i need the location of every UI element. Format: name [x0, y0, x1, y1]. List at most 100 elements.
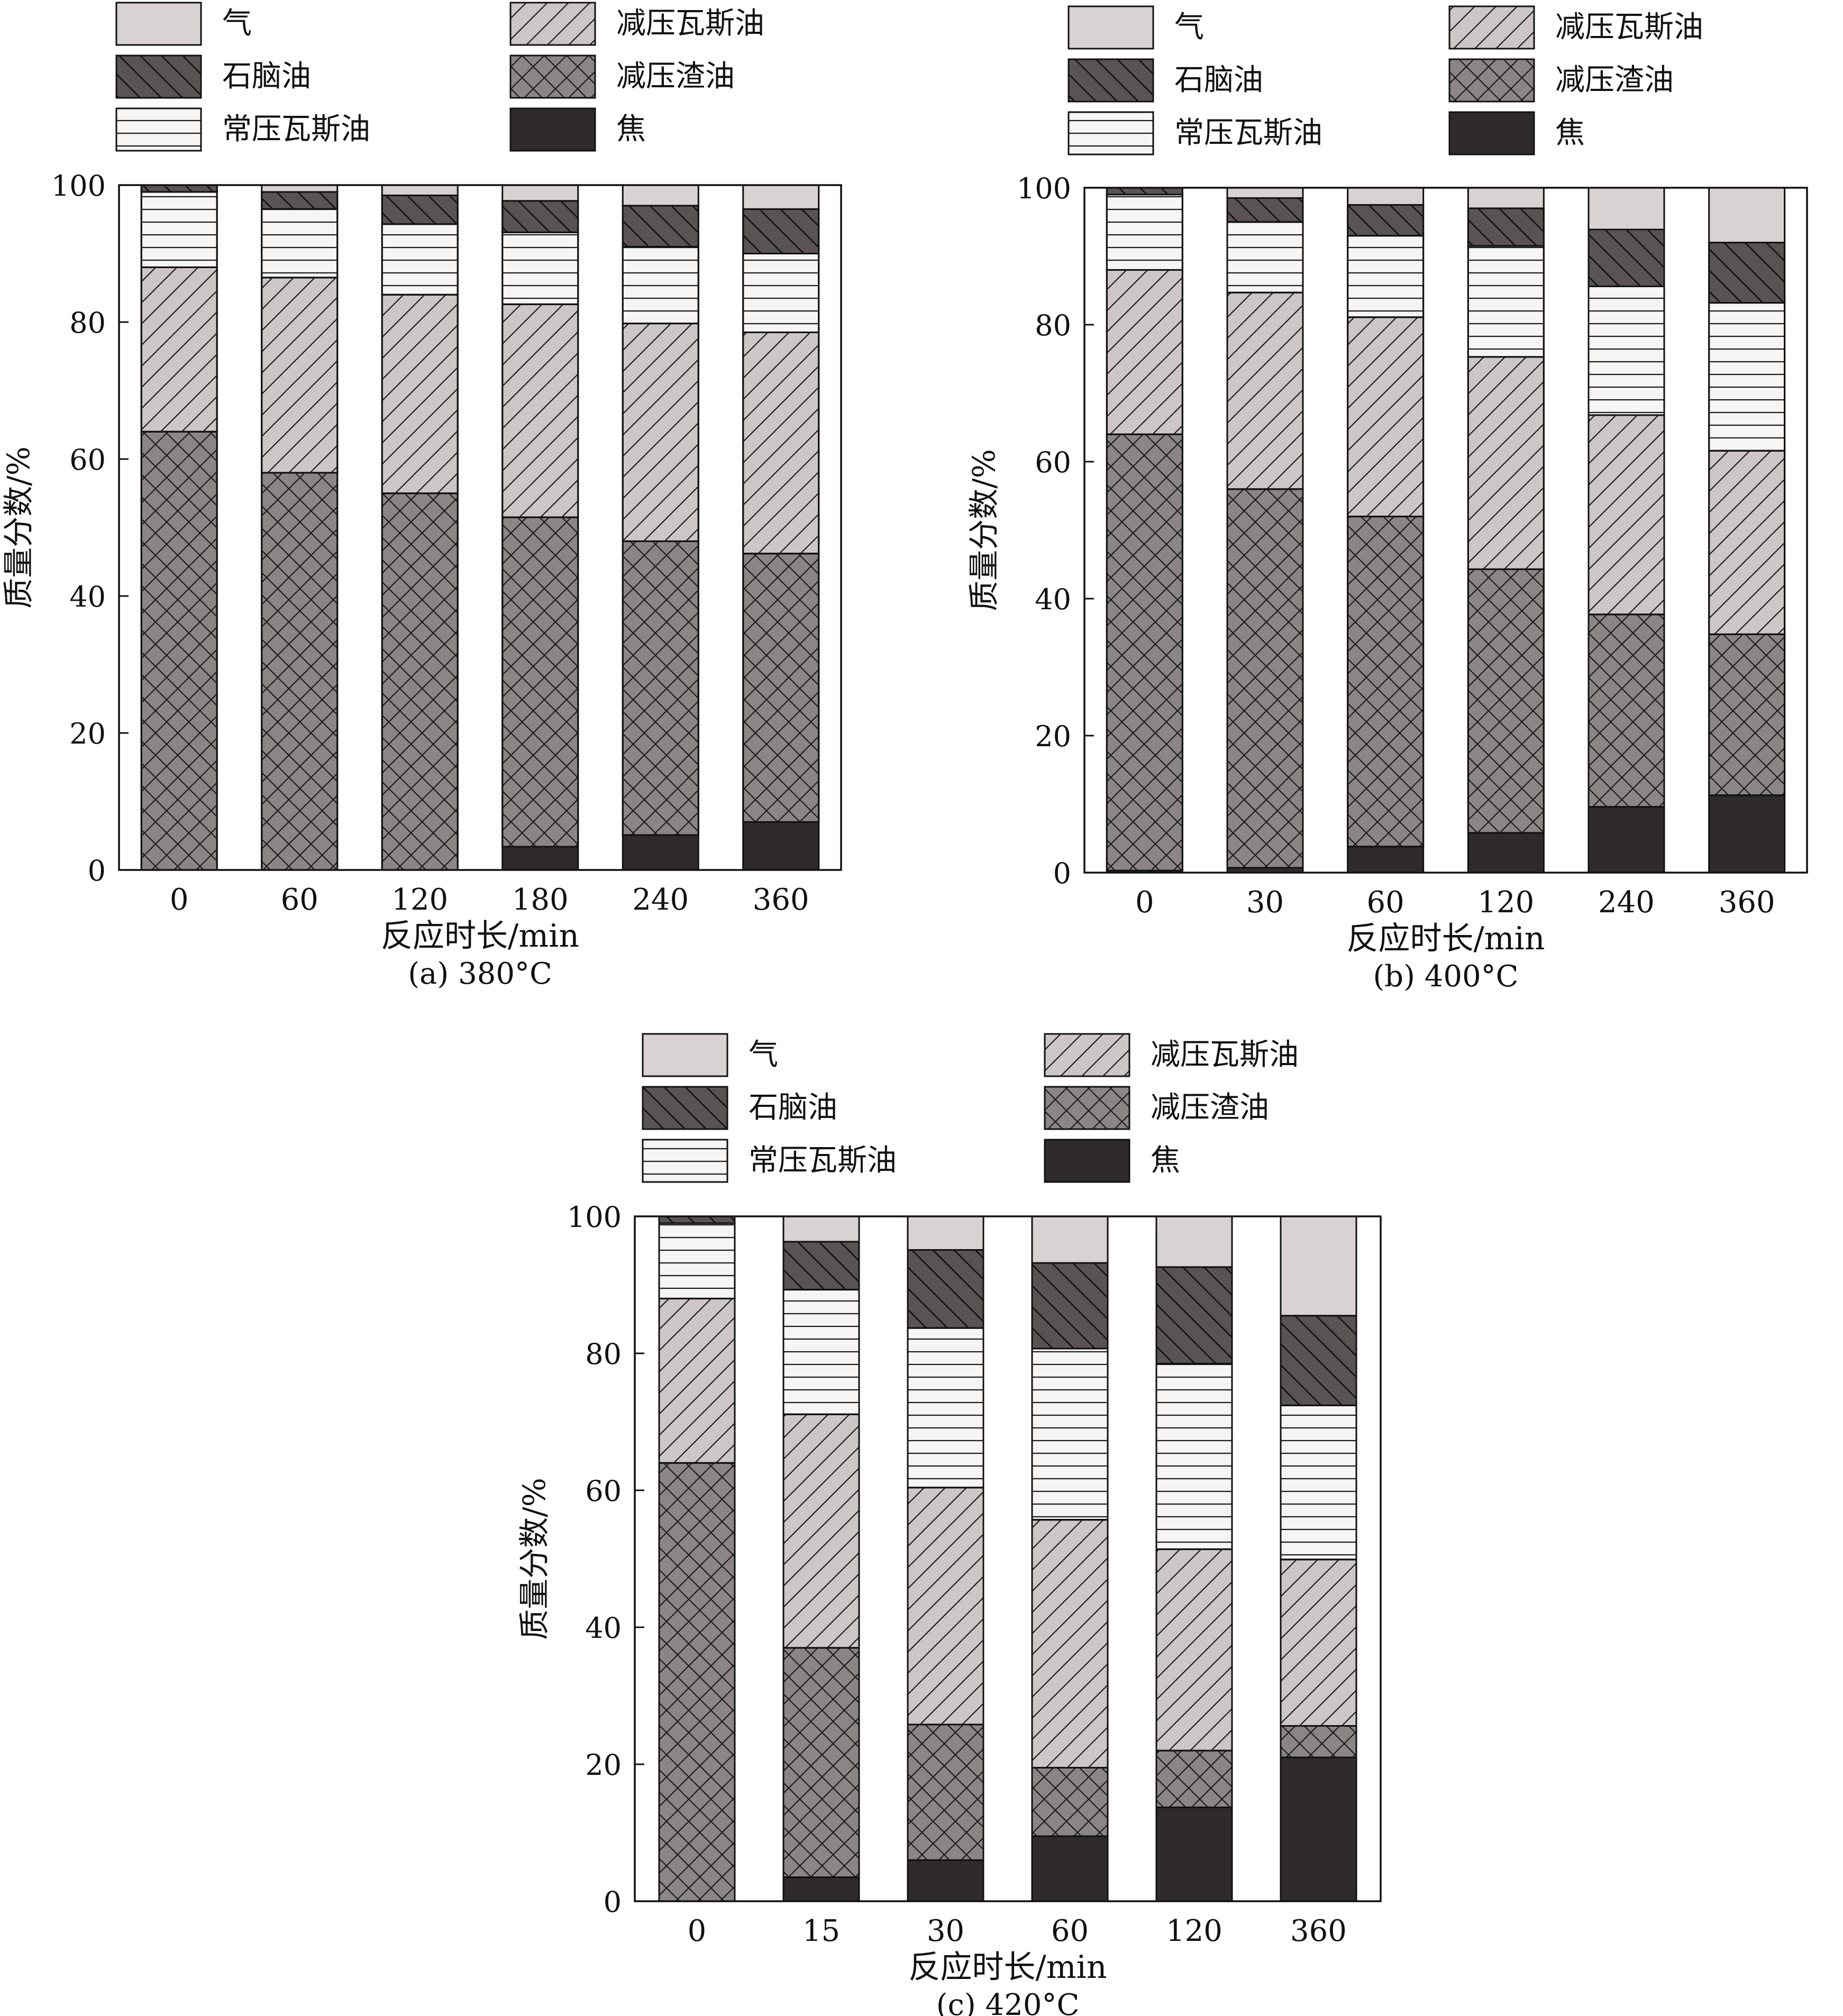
- bar-hatch-vr-240: [1587, 613, 1665, 808]
- bar-hatch-vgo-180: [501, 303, 579, 518]
- bar-segment-naphtha-0: [658, 1215, 736, 1224]
- y-tick-label-40: 40: [1035, 583, 1071, 616]
- x-axis-title-3: 反应时长/min: [909, 1949, 1107, 1986]
- bar-segment-gas-180: [501, 184, 579, 202]
- bar-hatch-vgo-30: [907, 1487, 984, 1726]
- bar-fill-gas-240: [1587, 187, 1665, 231]
- x-tick-label-15: 15: [802, 1914, 840, 1948]
- bar-segment-vgo-360: [742, 331, 820, 555]
- x-tick-label-180: 180: [512, 883, 569, 917]
- bar-segment-ago-240: [1587, 285, 1665, 416]
- bar-hatch-vgo-0: [658, 1297, 736, 1464]
- bar-segment-coke-240: [1587, 806, 1665, 874]
- x-tick-label-60: 60: [281, 883, 318, 917]
- bar-segment-vr-360: [742, 553, 820, 823]
- bar-segment-vr-0: [140, 430, 218, 871]
- bar-segment-vr-30: [907, 1724, 984, 1861]
- bar-hatch-naphtha-120: [381, 194, 459, 225]
- bar-hatch-ago-60: [1347, 235, 1425, 318]
- legend-swatch-vgo-hatch: [1448, 5, 1535, 50]
- bar-segment-naphtha-60: [1347, 204, 1425, 237]
- bar-hatch-vgo-120: [1467, 356, 1545, 570]
- legend-item-ago: 常压瓦斯油: [115, 107, 370, 152]
- bar-hatch-vr-60: [1347, 516, 1425, 848]
- bar-hatch-ago-120: [381, 223, 459, 296]
- y-tick-label-80: 80: [1035, 309, 1071, 342]
- legend-label-coke: 焦: [1555, 116, 1585, 150]
- bar-hatch-vgo-240: [1587, 414, 1665, 616]
- bar-fill-coke-240: [622, 834, 699, 871]
- bar-segment-coke-60: [1347, 846, 1425, 874]
- bar-segment-vr-15: [782, 1647, 860, 1878]
- bar-segment-vr-60: [1031, 1766, 1109, 1837]
- y-tick-label-0: 0: [604, 1885, 622, 1919]
- legend-label-ago: 常压瓦斯油: [749, 1143, 897, 1178]
- bar-hatch-vr-0: [1106, 433, 1183, 872]
- bar-hatch-vgo-15: [782, 1413, 860, 1649]
- bar-segment-naphtha-30: [907, 1249, 984, 1329]
- legend-swatch-gas-base: [642, 1033, 728, 1077]
- bar-segment-ago-120: [1155, 1362, 1233, 1550]
- bar-segment-coke-240: [622, 834, 699, 871]
- bar-segment-ago-0: [1106, 194, 1183, 271]
- legend-swatch-vr-hatch: [1448, 58, 1535, 103]
- bar-segment-naphtha-240: [622, 205, 699, 248]
- y-axis-title-1: 质量分数/%: [1, 446, 37, 609]
- bar-hatch-vgo-120: [381, 294, 459, 494]
- bar-segment-coke-60: [1031, 1835, 1109, 1902]
- bar-segment-naphtha-60: [1031, 1262, 1109, 1350]
- bar-segment-vr-360: [1708, 633, 1786, 796]
- legend-item-vr: 减压渣油: [509, 54, 735, 99]
- bar-segment-vgo-30: [907, 1487, 984, 1726]
- legend-item-coke: 焦: [1044, 1139, 1180, 1183]
- y-tick-label-20: 20: [585, 1748, 622, 1782]
- bar-segment-vgo-0: [140, 266, 218, 433]
- bar-segment-naphtha-120: [1155, 1266, 1233, 1364]
- plot-frame-2: [1083, 187, 1808, 874]
- bar-hatch-ago-360: [742, 253, 820, 333]
- bar-fill-gas-360: [1280, 1215, 1357, 1317]
- bar-fill-coke-360: [1708, 794, 1786, 874]
- bar-fill-gas-360: [742, 184, 820, 210]
- bar-hatch-vr-60: [1031, 1766, 1109, 1837]
- bar-segment-vr-120: [381, 492, 459, 871]
- legend-swatch-ago-hatch: [1068, 111, 1154, 155]
- bar-hatch-vgo-0: [1106, 269, 1183, 435]
- bar-segment-vr-0: [1106, 433, 1183, 872]
- bar-segment-vgo-120: [1155, 1548, 1233, 1752]
- bar-segment-ago-15: [782, 1289, 860, 1415]
- bar-segment-vgo-360: [1708, 450, 1786, 635]
- bar-segment-gas-30: [1226, 187, 1304, 199]
- bar-hatch-vgo-360: [1280, 1559, 1357, 1727]
- legend-label-vgo: 减压瓦斯油: [616, 6, 764, 41]
- x-tick-label-120: 120: [1166, 1914, 1222, 1948]
- bar-segment-vgo-60: [1347, 316, 1425, 518]
- legend-label-vgo: 减压瓦斯油: [1555, 10, 1703, 44]
- legend-swatch-coke-base: [1044, 1139, 1130, 1183]
- bar-segment-vgo-240: [1587, 414, 1665, 616]
- bar-hatch-vr-0: [140, 430, 218, 871]
- legend-item-ago: 常压瓦斯油: [642, 1139, 897, 1183]
- bar-hatch-vgo-0: [140, 266, 218, 433]
- bar-segment-naphtha-360: [1708, 242, 1786, 304]
- bar-fill-coke-60: [1031, 1835, 1109, 1902]
- legend-item-naphtha: 石脑油: [115, 54, 311, 99]
- legend-label-ago: 常压瓦斯油: [222, 112, 370, 146]
- bar-segment-ago-0: [658, 1222, 736, 1299]
- bar-segment-ago-60: [261, 208, 339, 279]
- bar-segment-ago-360: [1280, 1404, 1357, 1561]
- y-axis-panel-2: 0 20 40 60 80 100: [1017, 172, 1094, 890]
- y-axis-panel-3: 0 20 40 60 80 100: [567, 1201, 644, 1919]
- x-tick-label-60: 60: [1367, 885, 1404, 920]
- bar-fill-gas-60: [261, 184, 339, 193]
- bars-panel-1: [140, 184, 820, 871]
- bar-hatch-vgo-360: [742, 331, 820, 555]
- bar-segment-naphtha-30: [1226, 197, 1304, 223]
- y-tick-label-0: 0: [1053, 857, 1071, 890]
- bar-hatch-vgo-60: [1031, 1519, 1109, 1768]
- bar-fill-coke-360: [742, 821, 820, 871]
- bar-segment-gas-60: [1347, 187, 1425, 206]
- x-tick-label-60: 60: [1051, 1914, 1089, 1948]
